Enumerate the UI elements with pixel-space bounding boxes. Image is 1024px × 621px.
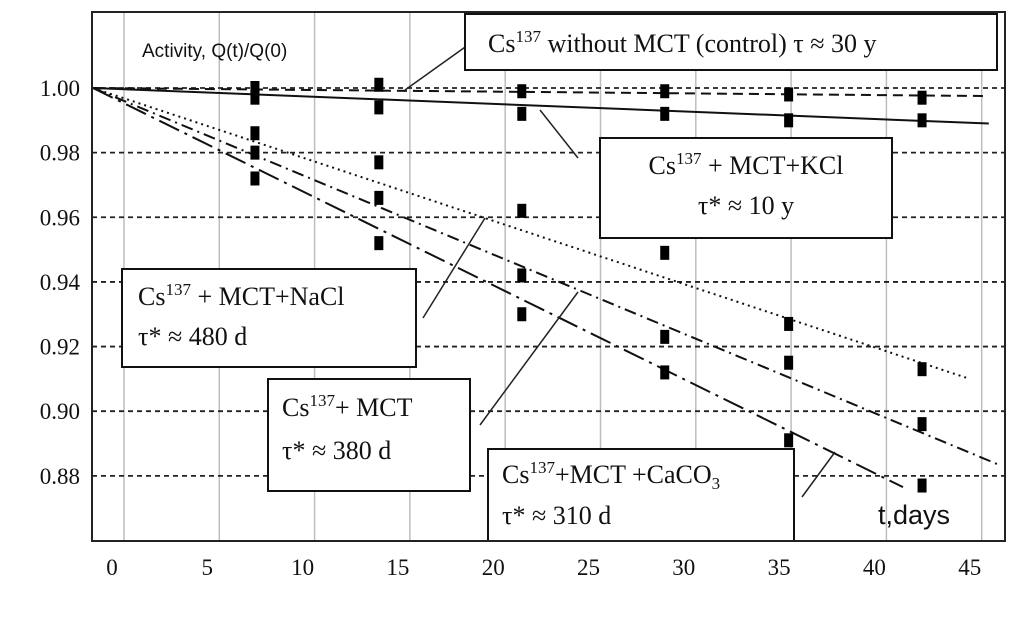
y-tick-label: 0.90 bbox=[40, 399, 80, 424]
annotation-text: Cs137 + MCT+KCl bbox=[649, 149, 844, 180]
data-point bbox=[517, 268, 527, 283]
y-tick-label: 0.96 bbox=[40, 205, 80, 230]
y-axis-label: Activity, Q(t)/Q(0) bbox=[142, 41, 287, 62]
data-point bbox=[250, 171, 260, 186]
annotation-leader bbox=[422, 217, 486, 319]
data-point bbox=[517, 307, 527, 322]
data-point bbox=[250, 81, 260, 95]
x-tick-label: 25 bbox=[577, 555, 600, 580]
data-point bbox=[517, 84, 527, 99]
annotation-box bbox=[464, 13, 998, 71]
annotation-text: τ* ≈ 10 y bbox=[698, 191, 794, 220]
annotation-text: τ* ≈ 480 d bbox=[138, 322, 247, 351]
annotation-leader bbox=[404, 44, 469, 91]
data-point bbox=[374, 190, 384, 205]
annotation-boxes: Cs137 without MCT (control) τ ≈ 30 y Cs13… bbox=[121, 13, 998, 542]
data-point bbox=[784, 433, 794, 448]
data-point bbox=[784, 87, 794, 102]
annotation-box bbox=[599, 137, 893, 239]
x-tick-label: 45 bbox=[958, 555, 981, 580]
annotation-mct: Cs137+ MCT τ* ≈ 380 d bbox=[267, 378, 471, 492]
x-tick-label: 5 bbox=[202, 555, 214, 580]
data-point bbox=[917, 90, 927, 105]
y-tick-labels: 0.88 0.90 0.92 0.94 0.96 0.98 1.00 bbox=[40, 76, 81, 489]
x-tick-label: 40 bbox=[863, 555, 886, 580]
data-point bbox=[784, 113, 794, 128]
series-line-solid bbox=[92, 87, 989, 125]
data-point bbox=[660, 84, 670, 99]
data-point bbox=[660, 106, 670, 121]
x-tick-label: 0 bbox=[106, 555, 118, 580]
y-tick-label: 0.88 bbox=[40, 464, 80, 489]
x-tick-labels: 0 5 10 15 20 25 30 35 40 45 bbox=[106, 555, 981, 580]
y-tick-label: 0.94 bbox=[40, 270, 81, 295]
data-point bbox=[374, 100, 384, 115]
data-point bbox=[784, 316, 794, 331]
annotation-caco3: Cs137+MCT +CaCO3 τ* ≈ 310 d bbox=[487, 448, 795, 542]
annotation-leader bbox=[801, 451, 836, 498]
series-line-dash-dot bbox=[92, 87, 999, 466]
data-point bbox=[374, 155, 384, 170]
x-tick-label: 20 bbox=[482, 555, 505, 580]
data-point bbox=[917, 417, 927, 432]
data-point bbox=[660, 245, 670, 260]
data-point bbox=[660, 329, 670, 344]
data-point bbox=[660, 365, 670, 380]
plot-frame bbox=[91, 11, 1006, 542]
data-point bbox=[917, 113, 927, 128]
annotation-text: τ* ≈ 310 d bbox=[502, 501, 611, 530]
series-line-long-dash-dot bbox=[92, 87, 904, 489]
annotation-leaders bbox=[404, 44, 836, 498]
data-markers bbox=[250, 77, 927, 493]
annotation-leader bbox=[479, 291, 579, 426]
series-line-dashed bbox=[92, 87, 989, 98]
data-point bbox=[517, 203, 527, 218]
x-tick-label: 10 bbox=[291, 555, 314, 580]
data-point bbox=[917, 362, 927, 377]
x-tick-label: 35 bbox=[768, 555, 791, 580]
annotation-box bbox=[267, 378, 471, 492]
annotation-leader bbox=[539, 109, 579, 159]
series-line-dotted bbox=[92, 87, 971, 380]
annotation-text: Cs137+MCT +CaCO3 bbox=[502, 458, 720, 493]
annotation-text: τ* ≈ 380 d bbox=[282, 436, 391, 465]
annotation-text: Cs137 + MCT+NaCl bbox=[138, 280, 345, 311]
y-tick-label: 0.98 bbox=[40, 141, 80, 166]
data-point bbox=[917, 478, 927, 493]
y-tick-label: 1.00 bbox=[40, 76, 80, 101]
annotation-nacl: Cs137 + MCT+NaCl τ* ≈ 480 d bbox=[121, 268, 417, 368]
data-point bbox=[250, 126, 260, 141]
x-tick-label: 30 bbox=[672, 555, 695, 580]
annotation-kcl: Cs137 + MCT+KCl τ* ≈ 10 y bbox=[599, 137, 893, 239]
annotation-box bbox=[121, 268, 417, 368]
x-tick-label: 15 bbox=[386, 555, 409, 580]
data-point bbox=[250, 90, 260, 105]
data-point bbox=[784, 355, 794, 370]
y-tick-label: 0.92 bbox=[40, 335, 80, 360]
data-point bbox=[250, 145, 260, 160]
x-axis-label: t,days bbox=[878, 500, 950, 530]
data-point bbox=[374, 236, 384, 251]
annotation-text: Cs137 without MCT (control) τ ≈ 30 y bbox=[488, 27, 876, 58]
annotation-control: Cs137 without MCT (control) τ ≈ 30 y bbox=[464, 13, 998, 71]
data-point bbox=[374, 77, 384, 92]
series-lines bbox=[92, 87, 999, 489]
data-point bbox=[517, 106, 527, 121]
annotation-text: Cs137+ MCT bbox=[282, 391, 413, 422]
